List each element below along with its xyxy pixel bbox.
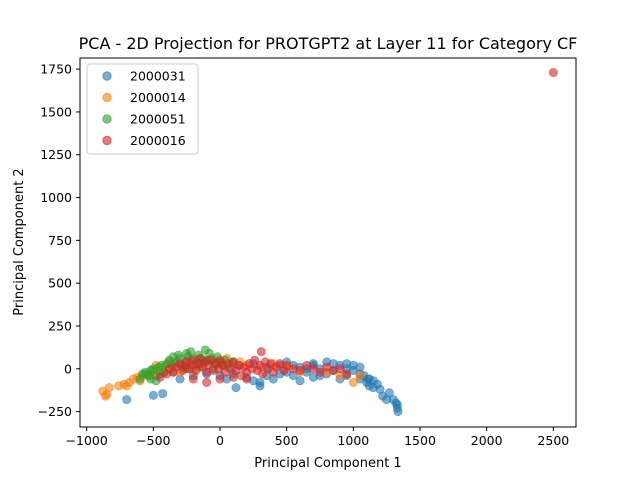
- y-tick-label: 1500: [40, 104, 72, 119]
- point-2000014-39: [355, 371, 365, 381]
- x-tick-label: 1500: [404, 433, 436, 448]
- points-layer: [98, 68, 558, 417]
- chart-title: PCA - 2D Projection for PROTGPT2 at Laye…: [79, 34, 578, 53]
- point-2000031-13: [255, 381, 265, 391]
- point-2000016-58: [202, 377, 212, 387]
- legend-label-2000031: 2000031: [130, 69, 186, 84]
- y-tick-label: 0: [64, 361, 72, 376]
- point-2000014-3: [104, 383, 114, 393]
- x-tick-label: 2500: [537, 433, 569, 448]
- point-2000016-56: [335, 364, 345, 374]
- y-tick-label: 250: [48, 318, 72, 333]
- point-2000014-38: [348, 377, 358, 387]
- point-2000016-50: [295, 365, 305, 375]
- x-axis-label: Principal Component 1: [254, 456, 401, 471]
- x-tick-label: 0: [216, 433, 224, 448]
- point-2000016-59: [188, 374, 198, 384]
- point-2000031-59: [295, 376, 305, 386]
- legend-label-2000016: 2000016: [130, 133, 186, 148]
- series-2000016: [155, 68, 558, 387]
- x-tick-label: 2000: [471, 433, 503, 448]
- y-tick-label: 1000: [40, 190, 72, 205]
- point-2000031-45: [384, 388, 394, 398]
- point-2000016-62: [242, 374, 252, 384]
- y-tick-label: 750: [48, 233, 72, 248]
- x-tick-label: −500: [136, 433, 170, 448]
- legend: 2000031 2000014 2000051 2000016: [86, 63, 199, 155]
- legend-box: [86, 63, 199, 155]
- point-2000031-2: [158, 389, 168, 399]
- point-2000016-57: [342, 369, 352, 379]
- plot-frame: [79, 57, 577, 428]
- point-2000031-9: [231, 383, 241, 393]
- legend-marker-2000016: [102, 135, 112, 146]
- y-tick-label: −250: [38, 404, 72, 419]
- y-tick-label: 1750: [40, 62, 72, 77]
- y-tick-label: 1250: [40, 147, 72, 162]
- y-axis-label: Principal Component 2: [12, 168, 27, 315]
- point-2000031-50: [393, 407, 403, 417]
- legend-marker-2000014: [102, 92, 112, 103]
- point-2000016-61: [228, 372, 238, 382]
- x-tick-label: −1000: [66, 433, 108, 448]
- y-tick-label: 500: [48, 276, 72, 291]
- point-2000016-39: [256, 347, 266, 357]
- point-2000031-1: [148, 390, 158, 400]
- legend-label-2000051: 2000051: [130, 112, 186, 127]
- x-tick-label: 500: [275, 433, 299, 448]
- point-2000031-0: [122, 395, 132, 405]
- legend-marker-2000051: [102, 114, 112, 124]
- point-2000016-60: [215, 374, 225, 384]
- y-axis: −250 0 250 500 750 1000 1250 1500 1750: [38, 62, 80, 419]
- legend-label-2000014: 2000014: [130, 90, 186, 105]
- point-2000031-64: [364, 374, 374, 384]
- point-2000016-53: [315, 367, 325, 377]
- legend-marker-2000031: [102, 71, 112, 81]
- x-axis: −1000 −500 0 500 1000 1500 2000 2500: [66, 427, 569, 448]
- point-2000016-63: [548, 68, 558, 78]
- x-tick-label: 1000: [337, 433, 369, 448]
- point-2000031-34: [355, 362, 365, 372]
